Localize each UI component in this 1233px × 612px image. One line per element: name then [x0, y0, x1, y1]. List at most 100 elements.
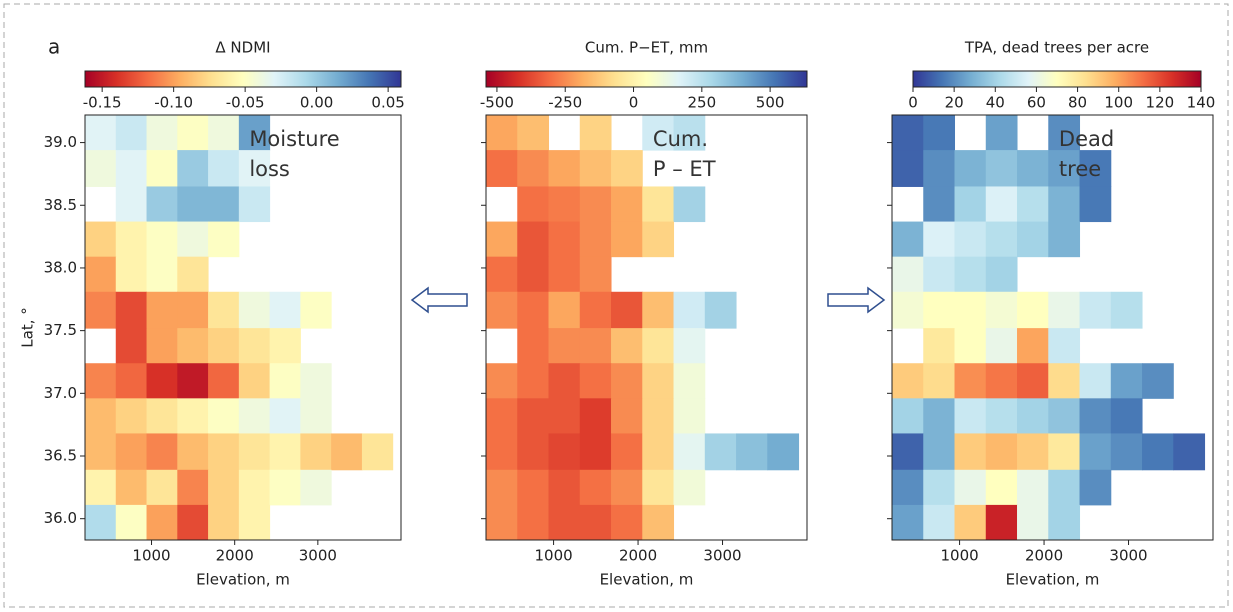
heatmap-cell	[642, 115, 675, 151]
heatmap-cell	[923, 504, 956, 541]
colorbar-tick-label: 40	[986, 94, 1005, 112]
heatmap-cell	[611, 150, 643, 187]
heatmap-cell	[579, 150, 612, 187]
heatmap-cell	[642, 291, 675, 329]
heatmap-cell	[85, 291, 117, 329]
x-tick-label: 3000	[1109, 547, 1147, 565]
y-tick-label: 36.5	[44, 447, 77, 465]
heatmap-cell	[115, 291, 148, 329]
heatmap-cell	[146, 469, 178, 506]
heatmap-cell	[1110, 433, 1143, 471]
heatmap-cell	[954, 150, 987, 187]
heatmap-cell	[985, 328, 1018, 364]
heatmap-cell	[146, 186, 178, 223]
heatmap-cell	[1048, 398, 1081, 434]
heatmap-cell	[736, 433, 768, 471]
heatmap-cell	[238, 328, 271, 364]
colorbar-tick-label: 80	[1068, 94, 1087, 112]
heatmap-cell	[177, 150, 209, 187]
heatmap-cell	[115, 256, 148, 293]
heatmap-cell	[517, 469, 550, 506]
heatmap-cell	[146, 150, 178, 187]
heatmap-cell	[517, 186, 550, 223]
heatmap-cell	[548, 186, 581, 223]
heatmap-cell	[1017, 398, 1049, 434]
heatmap-cell	[923, 291, 956, 329]
heatmap-cell	[579, 221, 612, 258]
heatmap-cell	[954, 221, 987, 258]
heatmap-cell	[548, 328, 581, 364]
heatmap-cell	[954, 433, 987, 471]
heatmap-cell	[238, 469, 271, 506]
left-arrow	[410, 286, 468, 314]
heatmap-cell	[300, 363, 332, 399]
heatmap-cell	[579, 186, 612, 223]
x-tick-label: 2000	[1025, 547, 1063, 565]
colorbar-tick-label: -250	[548, 94, 582, 112]
heatmap-cell	[115, 469, 148, 506]
heatmap-cell	[892, 150, 924, 187]
heatmap-cell	[923, 221, 956, 258]
heatmap-cell	[517, 256, 550, 293]
heatmap-cell	[611, 221, 643, 258]
heatmap-cell	[611, 186, 643, 223]
colorbar	[84, 70, 402, 88]
heatmap-cell	[704, 433, 737, 471]
heatmap-cell	[985, 221, 1018, 258]
colorbar-title: TPA, dead trees per acre	[964, 39, 1149, 57]
heatmap-cell	[177, 186, 209, 223]
y-tick-label: 37.0	[44, 384, 77, 402]
heatmap-cell	[208, 186, 240, 223]
heatmap-cell	[1079, 398, 1112, 434]
heatmap-cell	[611, 328, 643, 364]
heatmap-cell	[177, 291, 209, 329]
heatmap-cell	[985, 150, 1018, 187]
heatmap-cell	[985, 115, 1018, 151]
x-axis-label: Elevation, m	[1006, 571, 1100, 589]
heatmap-cell	[1048, 115, 1081, 151]
heatmap-cell	[517, 291, 550, 329]
heatmap-cell	[85, 504, 117, 541]
heatmap-cell	[177, 469, 209, 506]
heatmap-cell	[115, 433, 148, 471]
heatmap-cell	[892, 504, 924, 541]
heatmap-cell	[1110, 291, 1143, 329]
heatmap-cell	[954, 291, 987, 329]
heatmap-cell	[517, 363, 550, 399]
heatmap-cell	[1017, 433, 1049, 471]
heatmap-cell	[548, 433, 581, 471]
heatmap-cell	[269, 469, 301, 506]
heatmap-cell	[611, 469, 643, 506]
heatmap-cell	[208, 115, 240, 151]
heatmap-cell	[954, 186, 987, 223]
heatmap-cell	[579, 433, 612, 471]
heatmap-cell	[579, 469, 612, 506]
heatmap-cell	[85, 221, 117, 258]
plot-frame	[84, 114, 402, 541]
heatmap-cell	[548, 221, 581, 258]
heatmap-cell	[1079, 363, 1112, 399]
heatmap-cell	[923, 115, 956, 151]
heatmap-cell	[85, 433, 117, 471]
heatmap-cell	[208, 221, 240, 258]
heatmap-cell	[923, 363, 956, 399]
heatmap-cell	[985, 363, 1018, 399]
heatmap-cell	[177, 221, 209, 258]
heatmap-cell	[673, 398, 706, 434]
heatmap-cell	[208, 469, 240, 506]
heatmap-cell	[704, 291, 737, 329]
x-tick-label: 1000	[534, 547, 572, 565]
heatmap-cell	[642, 328, 675, 364]
heatmap-cell	[1142, 433, 1174, 471]
y-tick-label: 37.5	[44, 321, 77, 339]
heatmap-cell	[1110, 363, 1143, 399]
heatmap-cell	[300, 398, 332, 434]
heatmap-cell	[208, 328, 240, 364]
heatmap-cell	[238, 186, 271, 223]
heatmap-cell	[1017, 363, 1049, 399]
y-tick-label: 39.0	[44, 133, 77, 151]
x-tick-label: 1000	[132, 547, 170, 565]
heatmap-cell	[177, 115, 209, 151]
heatmap-cell	[486, 363, 518, 399]
